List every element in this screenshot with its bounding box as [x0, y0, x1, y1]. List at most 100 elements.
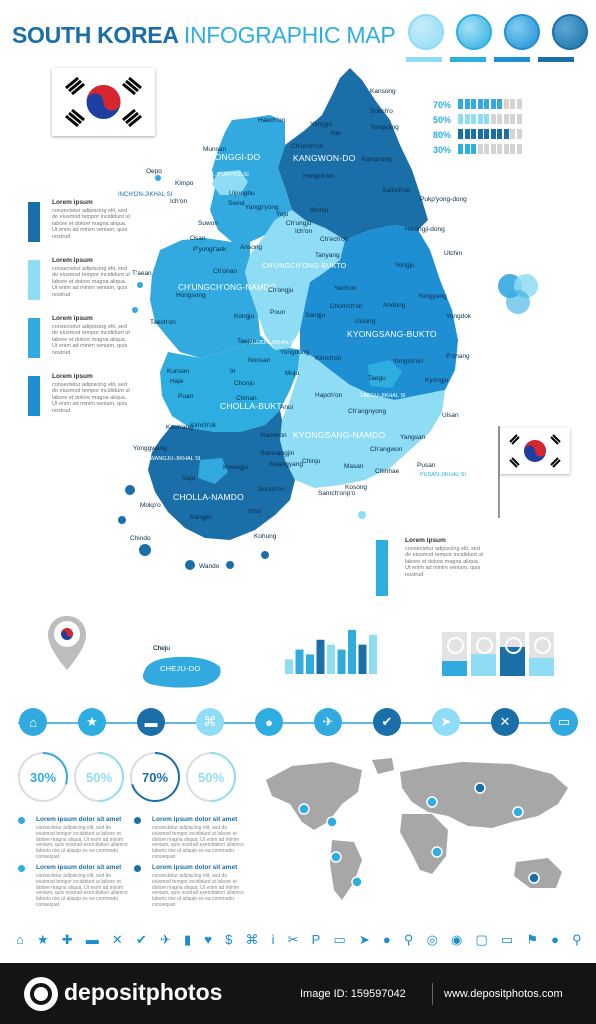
city-pukpyongdong: Pukp'yong-dong — [420, 196, 467, 203]
city-yongyang: Yongyang — [418, 293, 447, 300]
person-icon — [477, 144, 483, 154]
person-icon — [516, 144, 522, 154]
bottom-icon[interactable]: ⚑ — [526, 932, 538, 947]
bottom-icon[interactable]: ➤ — [358, 932, 370, 947]
city-chechon: Ch'ech'on — [320, 236, 349, 243]
bottom-icon[interactable]: ▢ — [475, 932, 488, 947]
people-row — [458, 114, 522, 124]
person-icon — [458, 114, 463, 124]
region-label-kyongbuk: KYONGSANG-BUKTO — [347, 329, 437, 339]
bottom-icon[interactable]: P — [311, 932, 321, 947]
city-haje: Haje — [170, 378, 184, 385]
person-icon — [484, 99, 489, 109]
bottom-icon[interactable]: ✈ — [159, 932, 171, 947]
bottom-icon[interactable]: ⚲ — [572, 932, 582, 947]
paper-plane-icon[interactable]: ➤ — [432, 708, 460, 736]
bottom-icon[interactable]: ⌘ — [245, 932, 259, 947]
location-pin-icon[interactable]: ● — [255, 708, 283, 736]
legend-text: Lorem ipsum consectetur adipiscing elit, … — [52, 373, 132, 414]
bottom-icon[interactable]: ✚ — [61, 932, 73, 947]
bottom-icon[interactable]: ▭ — [333, 932, 346, 947]
bottom-icon[interactable]: ⌂ — [16, 932, 24, 947]
city-munsan: Munsan — [203, 146, 227, 153]
city-kongju: Kongju — [234, 313, 255, 320]
person-icon — [471, 129, 476, 139]
person-icon — [497, 144, 502, 154]
footer-divider — [432, 983, 433, 1005]
city-ulchin: Ulchin — [444, 250, 463, 257]
bottom-icon[interactable]: ✂ — [287, 932, 299, 947]
utensils-icon[interactable]: ✕ — [491, 708, 519, 736]
city-kosong: Kosong — [345, 484, 368, 491]
bullet-dot-icon — [18, 865, 25, 872]
bottom-icon[interactable]: ◎ — [426, 932, 438, 947]
progress-box — [529, 632, 554, 676]
person-icon — [458, 99, 463, 109]
bottom-icon[interactable]: ♥ — [204, 932, 213, 947]
bottom-icon[interactable]: ▭ — [500, 932, 514, 947]
globe-bar-3 — [494, 57, 530, 62]
person-icon — [490, 114, 496, 124]
bullet-text: consectetur adipiscing elit, sed do eius… — [36, 873, 128, 908]
command-icon[interactable]: ⌘ — [196, 708, 224, 736]
region-taegu[interactable] — [368, 360, 402, 388]
person-icon — [458, 129, 463, 139]
person-icon — [477, 99, 483, 109]
region-chollabuk[interactable] — [160, 335, 300, 432]
bullet-title: Lorem ipsum dolor sit amet — [152, 816, 238, 823]
region-kyonggi[interactable] — [210, 115, 292, 242]
legend-title: Lorem ipsum — [52, 257, 93, 264]
region-chungbuk[interactable] — [245, 210, 345, 350]
bottom-icon[interactable]: ▮ — [184, 932, 192, 947]
airplane-icon[interactable]: ✈ — [314, 708, 342, 736]
city-oepo: Oepo — [146, 168, 162, 175]
city-puan: Puan — [178, 393, 194, 400]
region-kwangju[interactable] — [198, 458, 228, 484]
city-inje: Inje — [330, 130, 341, 137]
bed-icon[interactable]: ▭ — [550, 708, 578, 736]
person-icon — [484, 114, 489, 124]
right-legend-title: Lorem ipsum — [405, 537, 446, 544]
home-icon[interactable]: ⌂ — [19, 708, 47, 736]
person-icon — [471, 99, 476, 109]
person-icon — [477, 129, 483, 139]
bottom-icon[interactable]: i — [271, 932, 275, 947]
bottom-icon[interactable]: ✕ — [111, 932, 123, 947]
percent-value: 30% — [20, 754, 66, 800]
bottom-icon[interactable]: $ — [225, 932, 233, 947]
checkmark-icon[interactable]: ✔ — [373, 708, 401, 736]
bottom-icon[interactable]: ▬ — [85, 932, 99, 947]
region-seoul[interactable] — [212, 170, 248, 195]
bottom-icon[interactable]: ★ — [36, 932, 49, 947]
label-kwangju: KWANGJU-JIKHAL SI — [146, 456, 201, 462]
car-icon[interactable]: ▬ — [137, 708, 165, 736]
page-title: SOUTH KOREA INFOGRAPHIC MAP — [12, 22, 396, 49]
label-inchon: INCH'ON-JIKHAL SI — [118, 192, 173, 198]
label-taejon: TAEJON-JIKHAL SI — [248, 340, 297, 346]
progress-fill — [529, 658, 554, 676]
person-icon — [503, 144, 509, 154]
city-hapchon: Hapch'on — [315, 392, 343, 399]
bar-1 — [285, 659, 293, 674]
globe-bar-2 — [450, 57, 486, 62]
region-label-cheju: CHEJU-DO — [160, 664, 201, 673]
region-kangwon[interactable] — [278, 68, 428, 240]
bottom-icon[interactable]: ⚲ — [403, 932, 414, 947]
bottom-icon[interactable]: ✔ — [135, 932, 147, 947]
footer-site-url[interactable]: www.depositphotos.com — [444, 988, 563, 1000]
bottom-icon[interactable]: ● — [551, 932, 559, 947]
progress-ring — [476, 637, 493, 654]
region-label-kangwon: KANGWON-DO — [293, 153, 356, 163]
region-kyongnam[interactable] — [280, 350, 445, 488]
legend-text: Lorem ipsum consectetur adipiscing elit, … — [52, 199, 132, 240]
star-icon[interactable]: ★ — [78, 708, 106, 736]
legend-body: consectetur adipiscing elit, sed do eius… — [52, 381, 130, 414]
region-chungnam[interactable] — [150, 238, 260, 358]
city-ichon: Ich'on — [170, 198, 188, 205]
legend-color-bar — [28, 202, 40, 242]
bottom-icon[interactable]: ● — [382, 932, 391, 947]
bottom-icon[interactable]: ◉ — [451, 932, 463, 947]
city-taejon: Taejon — [237, 338, 257, 345]
region-kyongbuk[interactable] — [300, 225, 458, 400]
person-icon — [497, 129, 502, 139]
